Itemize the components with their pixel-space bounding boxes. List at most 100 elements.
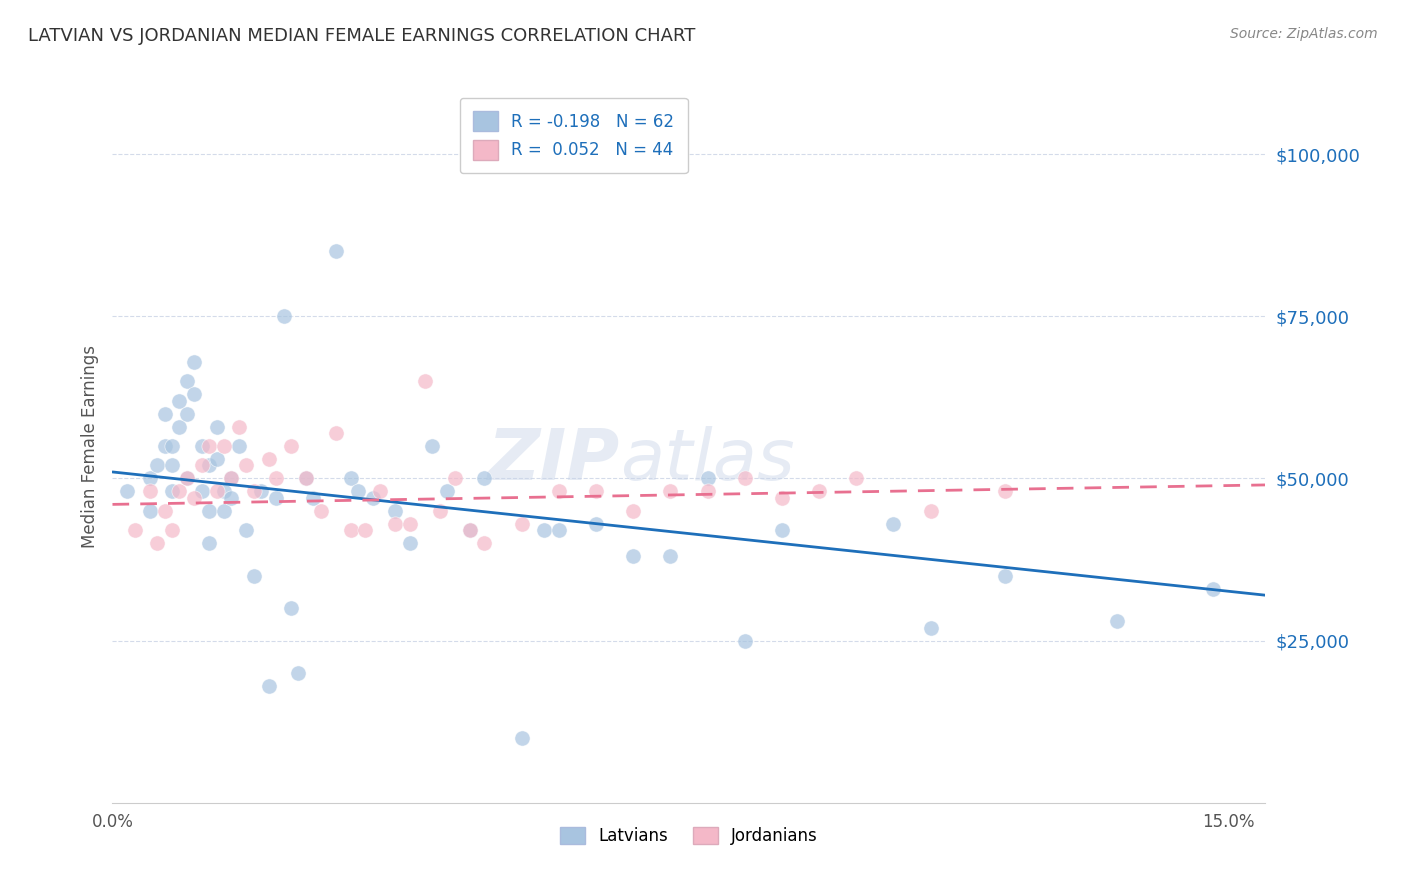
Point (696, 471, 718, 485)
Point (347, 484, 370, 499)
Text: ZIP: ZIP (488, 425, 620, 495)
Point (287, 666, 309, 681)
Point (146, 458, 169, 473)
Point (399, 516, 422, 531)
Point (280, 439, 302, 453)
Point (325, 244, 347, 259)
Point (250, 484, 273, 499)
Point (138, 484, 160, 499)
Point (994, 484, 1017, 499)
Point (994, 568, 1017, 582)
Y-axis label: Median Female Earnings: Median Female Earnings (80, 344, 98, 548)
Point (882, 516, 904, 531)
Point (1202, 582, 1225, 596)
Point (384, 516, 406, 531)
Legend: Latvians, Jordanians: Latvians, Jordanians (553, 820, 825, 852)
Point (420, 439, 443, 453)
Text: Source: ZipAtlas.com: Source: ZipAtlas.com (1230, 27, 1378, 41)
Point (621, 504, 644, 518)
Point (280, 601, 302, 615)
Point (339, 471, 361, 485)
Point (153, 439, 176, 453)
Point (169, 393, 191, 408)
Point (547, 524, 569, 538)
Point (474, 471, 496, 485)
Point (734, 633, 756, 648)
Point (585, 516, 607, 531)
Point (176, 471, 198, 485)
Point (160, 524, 183, 538)
Point (413, 374, 436, 388)
Point (153, 504, 176, 518)
Point (510, 731, 533, 745)
Point (264, 471, 287, 485)
Point (176, 374, 198, 388)
Point (533, 524, 555, 538)
Point (190, 484, 212, 499)
Point (384, 504, 406, 518)
Point (659, 549, 682, 564)
Point (124, 524, 146, 538)
Point (273, 310, 295, 324)
Text: LATVIAN VS JORDANIAN MEDIAN FEMALE EARNINGS CORRELATION CHART: LATVIAN VS JORDANIAN MEDIAN FEMALE EARNI… (28, 27, 696, 45)
Point (808, 484, 831, 499)
Point (257, 679, 280, 693)
Point (734, 471, 756, 485)
Point (1105, 614, 1128, 628)
Point (169, 419, 191, 434)
Point (235, 458, 257, 473)
Point (198, 536, 221, 550)
Point (183, 354, 205, 368)
Point (436, 484, 458, 499)
Point (212, 484, 235, 499)
Point (160, 458, 183, 473)
Point (221, 471, 243, 485)
Text: atlas: atlas (620, 425, 794, 495)
Point (146, 536, 169, 550)
Point (621, 549, 644, 564)
Point (770, 524, 793, 538)
Point (474, 536, 496, 550)
Point (198, 458, 221, 473)
Point (198, 439, 221, 453)
Point (458, 524, 481, 538)
Point (117, 484, 139, 499)
Point (153, 407, 176, 421)
Point (659, 484, 682, 499)
Point (228, 439, 250, 453)
Point (190, 458, 212, 473)
Point (212, 439, 235, 453)
Point (169, 484, 191, 499)
Point (205, 419, 228, 434)
Point (339, 524, 361, 538)
Point (585, 484, 607, 499)
Point (845, 471, 868, 485)
Point (138, 471, 160, 485)
Point (221, 471, 243, 485)
Point (458, 524, 481, 538)
Point (205, 484, 228, 499)
Point (160, 439, 183, 453)
Point (228, 419, 250, 434)
Point (243, 484, 266, 499)
Point (295, 471, 318, 485)
Point (257, 452, 280, 467)
Point (368, 484, 391, 499)
Point (243, 568, 266, 582)
Point (205, 452, 228, 467)
Point (510, 516, 533, 531)
Point (235, 524, 257, 538)
Point (264, 491, 287, 505)
Point (183, 387, 205, 401)
Point (354, 524, 377, 538)
Point (221, 491, 243, 505)
Point (295, 471, 318, 485)
Point (176, 407, 198, 421)
Point (198, 504, 221, 518)
Point (190, 439, 212, 453)
Point (443, 471, 465, 485)
Point (309, 504, 332, 518)
Point (325, 425, 347, 440)
Point (920, 504, 942, 518)
Point (429, 504, 451, 518)
